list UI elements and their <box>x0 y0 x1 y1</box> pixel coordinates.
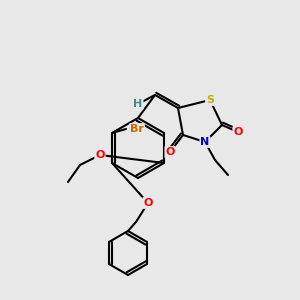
Text: O: O <box>233 127 243 137</box>
Text: O: O <box>95 150 105 160</box>
Text: S: S <box>206 95 214 105</box>
Text: N: N <box>200 137 210 147</box>
Text: H: H <box>134 99 142 109</box>
Text: O: O <box>165 147 175 157</box>
Text: O: O <box>143 198 153 208</box>
Text: Br: Br <box>130 124 144 134</box>
